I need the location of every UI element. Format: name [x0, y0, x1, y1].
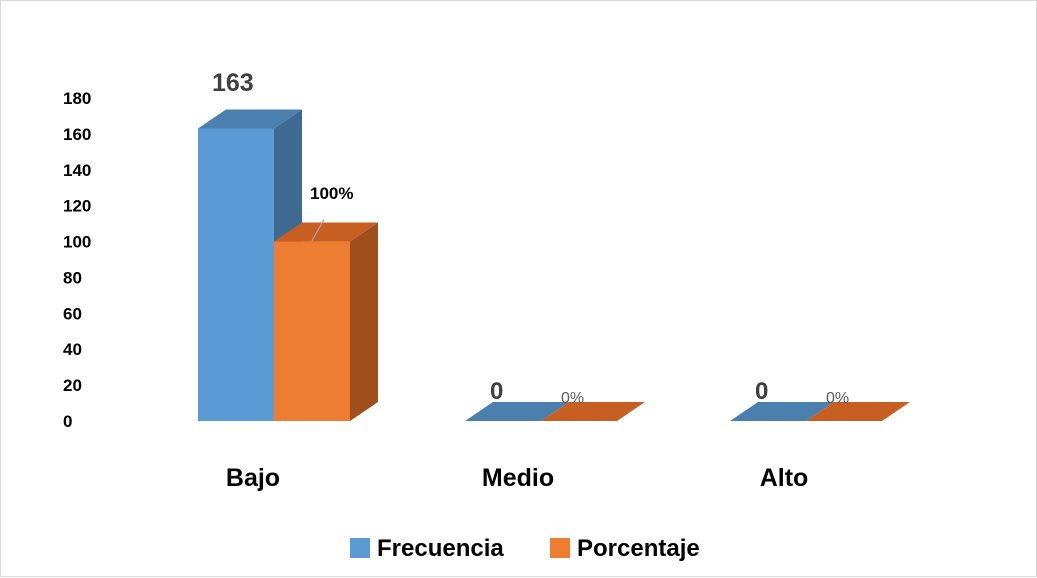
legend-label: Porcentaje [577, 535, 700, 562]
leader-line [311, 219, 325, 241]
data-label-frecuencia: 0 [490, 378, 503, 405]
y-tick-label: 100 [63, 233, 91, 252]
category-label: Alto [760, 464, 809, 492]
y-tick-label: 80 [63, 268, 82, 287]
y-tick-label: 160 [63, 125, 91, 144]
y-axis: 0 20 40 60 80 100 120 140 160 180 [63, 89, 91, 431]
data-label-porcentaje: 100% [310, 184, 353, 203]
bar-porcentaje-medio [541, 402, 645, 421]
legend-item-porcentaje: Porcentaje [550, 535, 700, 562]
legend: Frecuencia Porcentaje [350, 535, 700, 562]
bar-frecuencia-alto [730, 402, 834, 421]
bar-top [541, 402, 645, 421]
bar-top [806, 402, 910, 421]
bar-frecuencia-medio [465, 402, 569, 421]
category-label: Medio [482, 464, 554, 492]
bar-front [198, 128, 274, 421]
category-label: Bajo [226, 464, 280, 492]
data-label-porcentaje: 0% [561, 390, 584, 407]
legend-swatch [550, 538, 570, 558]
bar-top [274, 222, 378, 242]
y-tick-label: 40 [63, 340, 82, 359]
bar-side [350, 222, 378, 421]
plot-area [198, 109, 910, 421]
y-tick-label: 60 [63, 304, 82, 323]
legend-item-frecuencia: Frecuencia [350, 535, 504, 562]
bar-porcentaje-bajo [274, 222, 378, 421]
data-label-frecuencia: 0 [755, 378, 768, 405]
bar-porcentaje-alto [806, 402, 910, 421]
x-axis: Bajo Medio Alto [226, 464, 808, 492]
y-tick-label: 120 [63, 197, 91, 216]
y-tick-label: 180 [63, 89, 91, 108]
data-label-frecuencia: 163 [212, 69, 254, 97]
bar-top [730, 402, 834, 421]
legend-swatch [350, 538, 370, 558]
data-labels: 163 100% 0 0% 0 0% [212, 69, 849, 407]
y-tick-label: 140 [63, 161, 91, 180]
bar-top [465, 402, 569, 421]
y-tick-label: 20 [63, 376, 82, 395]
data-label-porcentaje: 0% [826, 390, 849, 407]
bar-top [198, 109, 302, 129]
legend-label: Frecuencia [377, 535, 504, 562]
bar-front [274, 241, 350, 421]
y-tick-label: 0 [63, 412, 72, 431]
